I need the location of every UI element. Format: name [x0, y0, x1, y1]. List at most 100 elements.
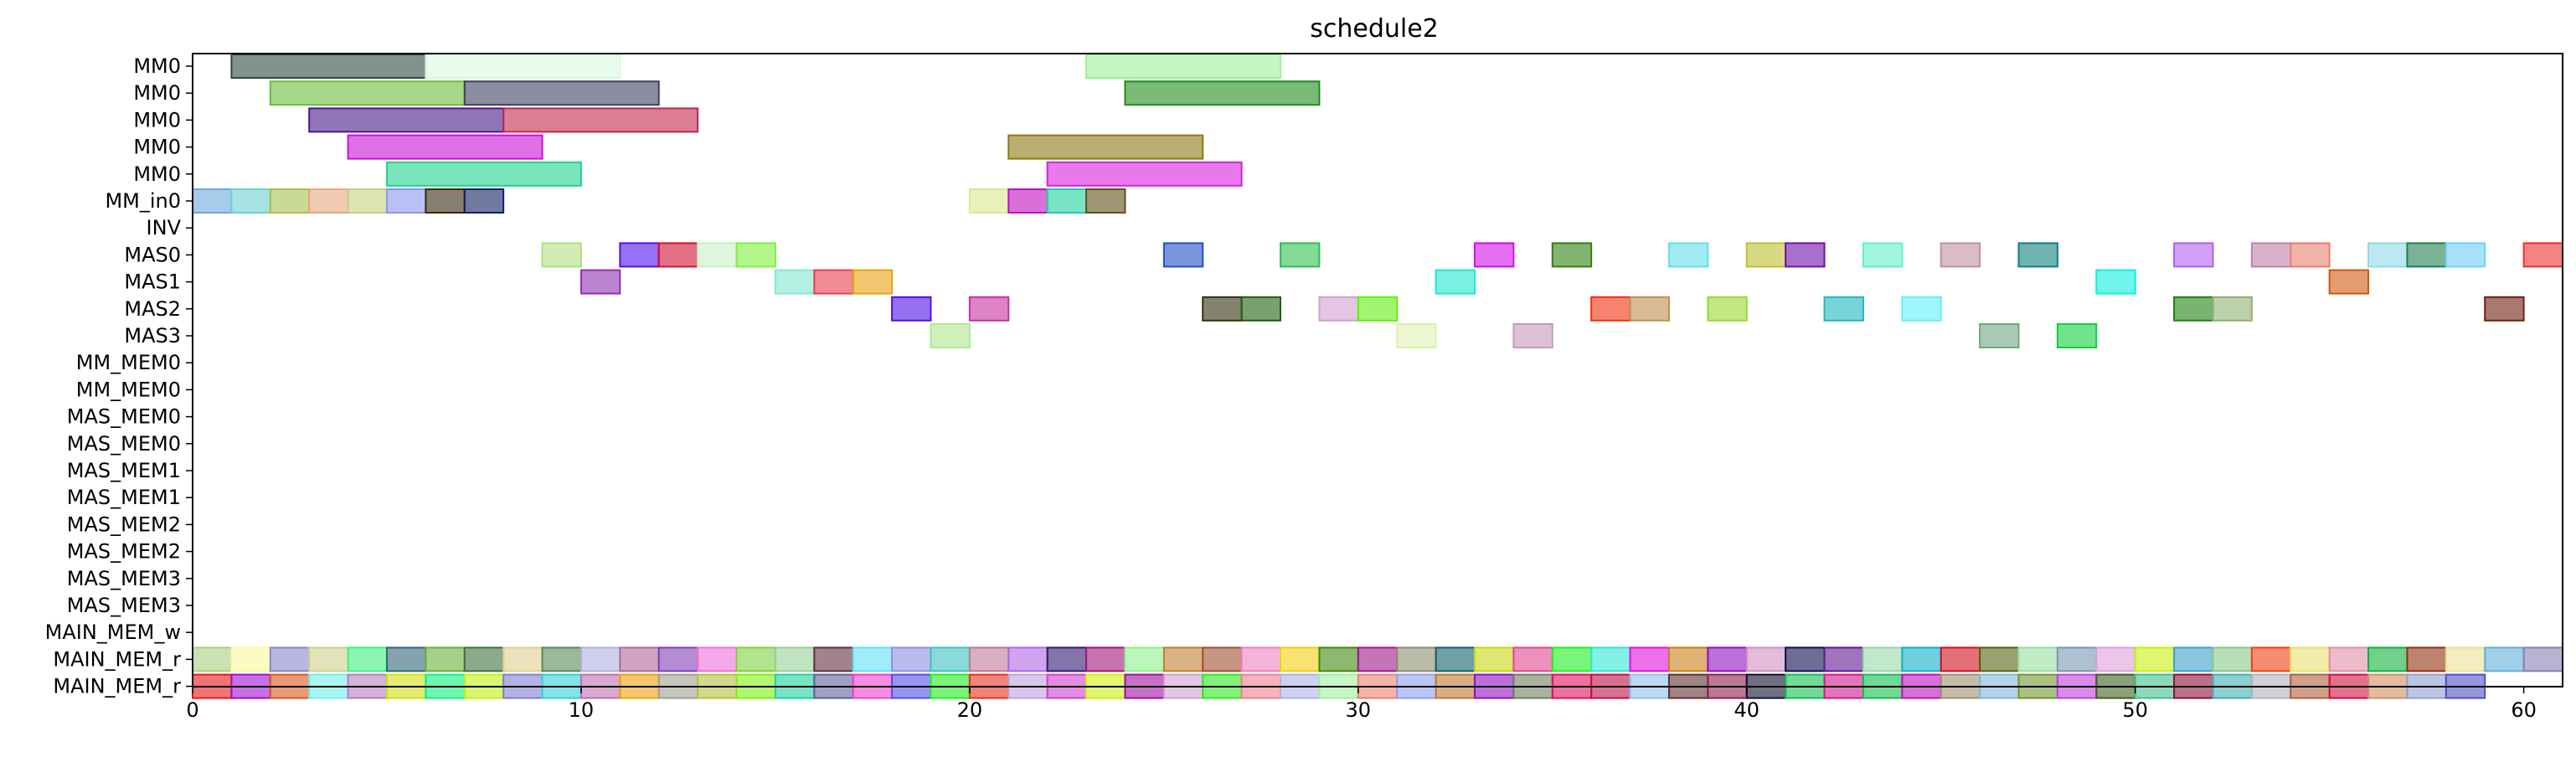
- task-bar-30: [1280, 242, 1321, 268]
- main-mem-r-bar-a-15: [774, 646, 816, 672]
- main-mem-r-bar-a-23: [1085, 646, 1126, 672]
- main-mem-r-bar-a-20: [968, 646, 1010, 672]
- y-tick-label-7: MAS0: [124, 243, 181, 266]
- main-mem-r-bar-a-48: [2056, 646, 2098, 672]
- main-mem-r-bar-a-42: [1823, 646, 1864, 672]
- task-bar-21: [1007, 188, 1048, 214]
- main-mem-r-bar-a-49: [2095, 646, 2136, 672]
- main-mem-r-bar-a-27: [1240, 646, 1282, 672]
- main-mem-r-bar-a-14: [735, 646, 776, 672]
- task-bar-41: [2290, 242, 2331, 268]
- main-mem-r-bar-a-11: [619, 646, 660, 672]
- y-tick-label-16: MAS_MEM1: [67, 486, 181, 509]
- main-mem-r-bar-a-10: [580, 646, 621, 672]
- main-mem-r-bar-a-21: [1007, 646, 1048, 672]
- main-mem-r-bar-a-56: [2367, 646, 2409, 672]
- main-mem-r-bar-a-41: [1785, 646, 1826, 672]
- task-bar-13: [230, 188, 271, 214]
- task-bar-69: [1512, 323, 1553, 348]
- y-tick-label-15: MAS_MEM1: [67, 459, 181, 482]
- main-mem-r-bar-a-46: [1979, 646, 2020, 672]
- x-tick-label-0: 0: [186, 698, 198, 722]
- task-bar-45: [2522, 242, 2563, 268]
- task-bar-66: [2484, 296, 2525, 322]
- main-mem-r-bar-a-32: [1435, 646, 1476, 672]
- y-tick-label-2: MM0: [133, 108, 181, 131]
- main-mem-r-bar-a-18: [891, 646, 932, 672]
- task-bar-62: [1823, 296, 1864, 322]
- task-bar-36: [1862, 242, 1904, 268]
- task-bar-26: [657, 242, 699, 268]
- y-tick-label-11: MM_MEM0: [76, 351, 181, 374]
- y-tick-label-12: MM_MEM0: [76, 378, 181, 401]
- task-bar-63: [1901, 296, 1942, 322]
- task-bar-18: [425, 188, 466, 214]
- task-bar-33: [1667, 242, 1709, 268]
- task-bar-5: [1124, 80, 1321, 106]
- main-mem-r-bar-a-52: [2212, 646, 2253, 672]
- y-tick-label-19: MAS_MEM3: [67, 567, 181, 590]
- task-bar-8: [347, 134, 544, 160]
- task-bar-37: [1940, 242, 1981, 268]
- task-bar-61: [1707, 296, 1748, 322]
- y-axis-ticks: MM0 MM0 MM0 MM0 MM0 MM_in0 INV MAS0 MAS1 MAS2 MAS3…: [45, 54, 193, 698]
- task-bar-57: [1318, 296, 1359, 322]
- main-mem-r-bar-a-57: [2406, 646, 2447, 672]
- task-bar-27: [697, 242, 738, 268]
- main-mem-r-bar-a-6: [425, 646, 466, 672]
- task-bar-64: [2173, 296, 2214, 322]
- y-tick-label-9: MAS2: [124, 297, 181, 321]
- main-mem-r-bar-a-31: [1396, 646, 1437, 672]
- main-mem-r-bar-a-1: [230, 646, 271, 672]
- task-bar-23: [1085, 188, 1126, 214]
- task-bars: [192, 54, 2563, 699]
- main-mem-r-bar-a-45: [1940, 646, 1981, 672]
- main-mem-r-bar-a-22: [1046, 646, 1088, 672]
- task-bar-71: [2056, 323, 2098, 348]
- task-bar-60: [1629, 296, 1670, 322]
- x-tick-label-2: 20: [957, 698, 983, 722]
- main-mem-r-bar-a-44: [1901, 646, 1942, 672]
- main-mem-r-bar-a-26: [1202, 646, 1243, 672]
- main-mem-r-bar-a-34: [1512, 646, 1553, 672]
- main-mem-r-bar-a-35: [1551, 646, 1593, 672]
- y-tick-label-10: MAS3: [124, 324, 181, 348]
- main-mem-r-bar-a-43: [1862, 646, 1904, 672]
- task-bar-35: [1785, 242, 1826, 268]
- y-tick-label-0: MM0: [133, 54, 181, 78]
- task-bar-34: [1745, 242, 1787, 268]
- main-mem-r-bar-a-19: [930, 646, 971, 672]
- task-bar-17: [385, 188, 427, 214]
- task-bar-48: [813, 269, 854, 295]
- main-mem-r-bar-a-60: [2522, 646, 2563, 672]
- main-mem-r-bar-a-24: [1124, 646, 1165, 672]
- y-tick-label-4: MM0: [133, 162, 181, 186]
- main-mem-r-bar-a-33: [1473, 646, 1515, 672]
- task-bar-52: [2328, 269, 2370, 295]
- task-bar-6: [308, 107, 505, 133]
- task-bar-25: [619, 242, 660, 268]
- task-bar-53: [891, 296, 932, 322]
- task-bar-43: [2406, 242, 2447, 268]
- y-tick-label-1: MM0: [133, 81, 181, 105]
- main-mem-r-bar-a-7: [463, 646, 505, 672]
- task-bar-29: [1162, 242, 1204, 268]
- task-bar-16: [347, 188, 388, 214]
- main-mem-r-bar-a-0: [192, 646, 233, 672]
- task-bar-65: [2212, 296, 2253, 322]
- main-mem-r-bar-a-17: [852, 646, 894, 672]
- task-bar-12: [192, 188, 233, 214]
- y-tick-label-23: MAIN_MEM_r: [53, 675, 181, 698]
- y-tick-label-3: MM0: [133, 136, 181, 159]
- task-bar-15: [308, 188, 349, 214]
- main-mem-r-bar-a-59: [2484, 646, 2525, 672]
- task-bar-42: [2367, 242, 2409, 268]
- main-mem-r-bar-a-16: [813, 646, 854, 672]
- task-bar-38: [2017, 242, 2058, 268]
- main-mem-r-bar-a-29: [1318, 646, 1359, 672]
- task-bar-2: [1085, 54, 1282, 79]
- task-bar-47: [774, 269, 816, 295]
- main-mem-r-bar-a-28: [1280, 646, 1321, 672]
- y-tick-label-5: MM_in0: [105, 189, 181, 213]
- task-bar-39: [2173, 242, 2214, 268]
